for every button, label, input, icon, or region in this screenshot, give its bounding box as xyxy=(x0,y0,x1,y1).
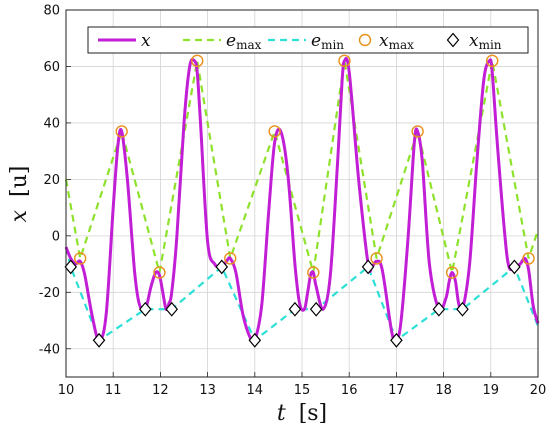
xmin-marker xyxy=(508,259,521,275)
legend-label-x: x xyxy=(141,31,151,51)
x-tick-label: 12 xyxy=(152,383,169,398)
xmax-marker xyxy=(445,266,459,279)
x-tick-label: 10 xyxy=(58,383,75,398)
x-axis-label: t [s] xyxy=(277,401,327,426)
xmin-marker xyxy=(92,332,106,348)
xmin-marker xyxy=(432,301,446,317)
legend-label-xmax: xmax xyxy=(379,31,414,52)
legend-label-base: x xyxy=(379,31,389,51)
xmax-marker xyxy=(370,252,383,265)
x-tick-label: 17 xyxy=(388,383,405,398)
xmin-marker xyxy=(248,332,262,348)
legend-label-base: e xyxy=(311,31,321,51)
xmax-marker xyxy=(411,125,424,138)
legend-label-subscript: max xyxy=(389,38,415,52)
markers xyxy=(64,54,535,348)
y-tick-label: 20 xyxy=(43,173,60,188)
x-tick-label: 20 xyxy=(530,383,547,398)
y-axis-label-unit: [u] xyxy=(7,166,32,197)
x-tick-label: 11 xyxy=(105,383,122,398)
xmax-marker xyxy=(486,54,499,68)
xmax-marker xyxy=(268,125,281,138)
plot-frame xyxy=(65,9,539,378)
xmax-marker xyxy=(191,54,204,68)
legend-label-base: x xyxy=(141,31,151,51)
y-tick-label: -40 xyxy=(39,342,60,357)
x-tick-label: 15 xyxy=(294,383,311,398)
xmax-marker xyxy=(224,252,237,265)
xmin-marker xyxy=(215,259,229,275)
xmin-marker xyxy=(288,301,302,317)
y-tick-label: 40 xyxy=(43,116,60,131)
y-tick-label: 0 xyxy=(52,229,60,244)
xmax-marker xyxy=(307,266,320,279)
x-tick-labels: 10 11 12 13 14 15 16 17 18 19 20 xyxy=(58,383,547,398)
legend-swatch-xmax xyxy=(358,33,372,47)
x-tick-label: 19 xyxy=(483,383,500,398)
x-axis-label-symbol: t xyxy=(277,401,286,426)
x-axis-label-unit: [s] xyxy=(299,401,327,426)
legend: x emax emin xmax xmin xyxy=(87,26,529,54)
xmin-marker xyxy=(64,259,78,275)
xmax-marker xyxy=(522,252,535,265)
y-tick-label: 80 xyxy=(43,4,60,19)
xmin-marker xyxy=(361,259,375,275)
y-tick-label: 60 xyxy=(43,60,60,75)
x-tick-label: 16 xyxy=(341,383,358,398)
y-tick-labels: -40 -20 0 20 40 60 80 xyxy=(39,4,60,358)
legend-label-emin: emin xyxy=(311,31,344,52)
x-tick-label: 13 xyxy=(199,383,216,398)
x-tick-label: 18 xyxy=(435,383,452,398)
legend-label-base: e xyxy=(226,31,236,51)
xmax-marker xyxy=(338,54,351,68)
xmin-marker xyxy=(390,332,403,348)
y-axis-label: x [u] xyxy=(7,166,32,223)
legend-swatch-xmin xyxy=(446,32,460,48)
xmin-marker xyxy=(165,301,179,317)
y-axis-label-symbol: x xyxy=(7,209,32,222)
xmax-marker xyxy=(153,266,166,279)
xmin-marker xyxy=(139,301,152,317)
x-tick-label: 14 xyxy=(247,383,264,398)
xmax-marker xyxy=(115,125,128,138)
legend-label-emax: emax xyxy=(226,31,262,52)
xmin-marker xyxy=(309,301,323,317)
legend-label-subscript: max xyxy=(236,38,262,52)
legend-label-subscript: min xyxy=(479,38,502,52)
xmin-marker xyxy=(456,301,469,317)
xmax-marker xyxy=(73,252,87,265)
legend-box xyxy=(87,26,529,54)
y-tick-label: -20 xyxy=(39,286,60,301)
legend-label-base: x xyxy=(469,31,479,51)
series-line-x xyxy=(64,57,540,345)
legend-label-subscript: min xyxy=(321,38,344,52)
legend-label-xmin: xmin xyxy=(469,31,502,52)
